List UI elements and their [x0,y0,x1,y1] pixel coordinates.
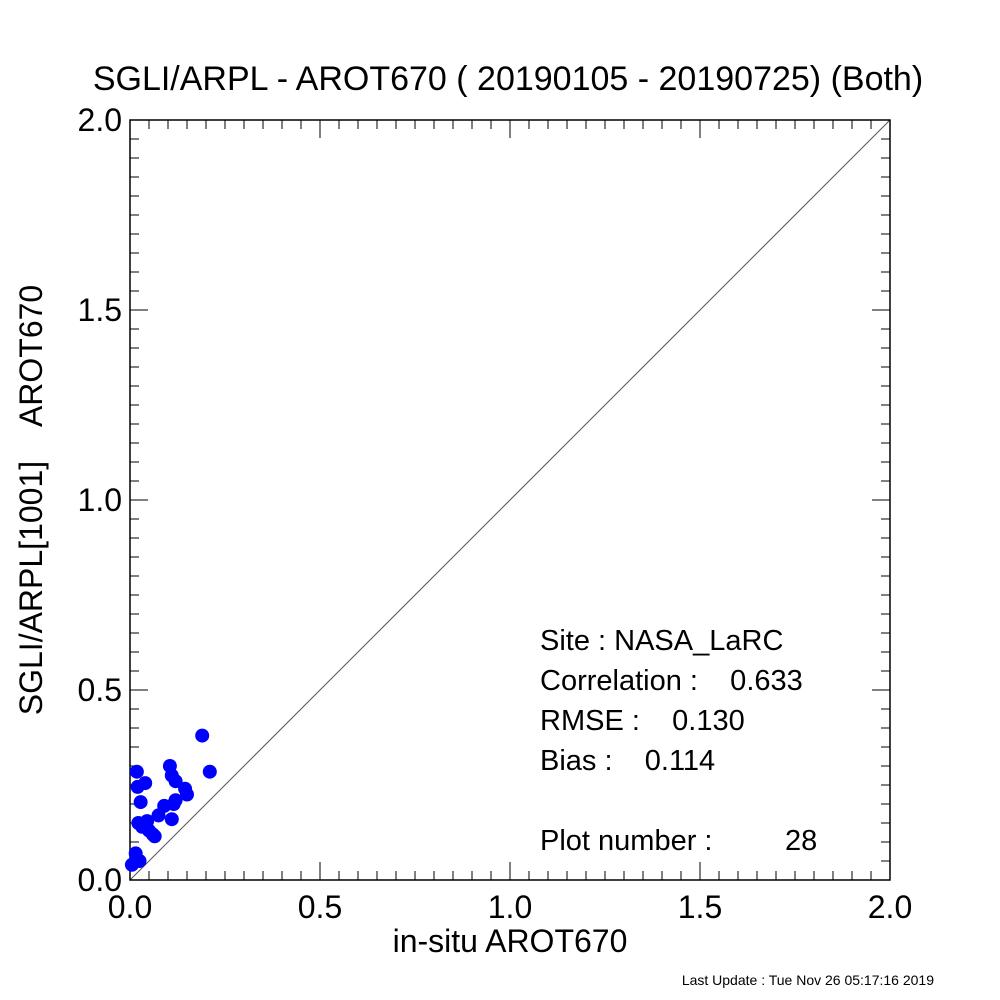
data-point [168,774,183,789]
stats-correlation: Correlation : 0.633 [540,665,803,697]
data-point [138,776,153,791]
plot-frame [129,119,891,881]
x-tick-labels: 0.0 0.5 1.0 1.5 2.0 [108,889,912,925]
data-point [129,764,144,779]
data-point [168,793,183,808]
last-update: Last Update : Tue Nov 26 05:17:16 2019 [682,972,934,988]
stats-bias: Bias : 0.114 [540,745,715,777]
stats-plot-number: Plot number : 28 [540,825,817,857]
y-tick-labels: 0.0 0.5 1.0 1.5 2.0 [78,102,122,898]
x-tick-label: 0.0 [108,889,152,925]
data-point [180,787,194,802]
data-points [124,728,217,872]
y-tick-label: 1.0 [78,482,122,518]
stats-rmse: RMSE : 0.130 [540,705,745,737]
stats-site: Site : NASA_LaRC [540,625,783,657]
data-point [132,854,147,868]
data-point [202,764,217,779]
data-point [133,795,148,810]
data-point [164,812,179,827]
data-point [147,829,162,844]
y-tick-label: 2.0 [78,102,122,138]
x-tick-label: 1.0 [488,889,532,925]
x-tick-label: 1.5 [678,889,722,925]
y-tick-label: 0.0 [78,862,122,898]
chart-title: SGLI/ARPL - AROT670 ( 20190105 - 2019072… [93,60,923,98]
y-tick-label: 1.5 [78,292,122,328]
x-tick-label: 2.0 [868,889,912,925]
stats-box: Site : NASA_LaRC Correlation : 0.633 RMS… [540,625,817,857]
y-axis-label: SGLI/ARPL[1001] AROT670 [13,285,49,715]
data-point [195,728,210,743]
y-tick-label: 0.5 [78,672,122,708]
x-axis-label: in-situ AROT670 [393,923,628,959]
one-to-one-line [129,119,891,881]
x-tick-label: 0.5 [298,889,342,925]
